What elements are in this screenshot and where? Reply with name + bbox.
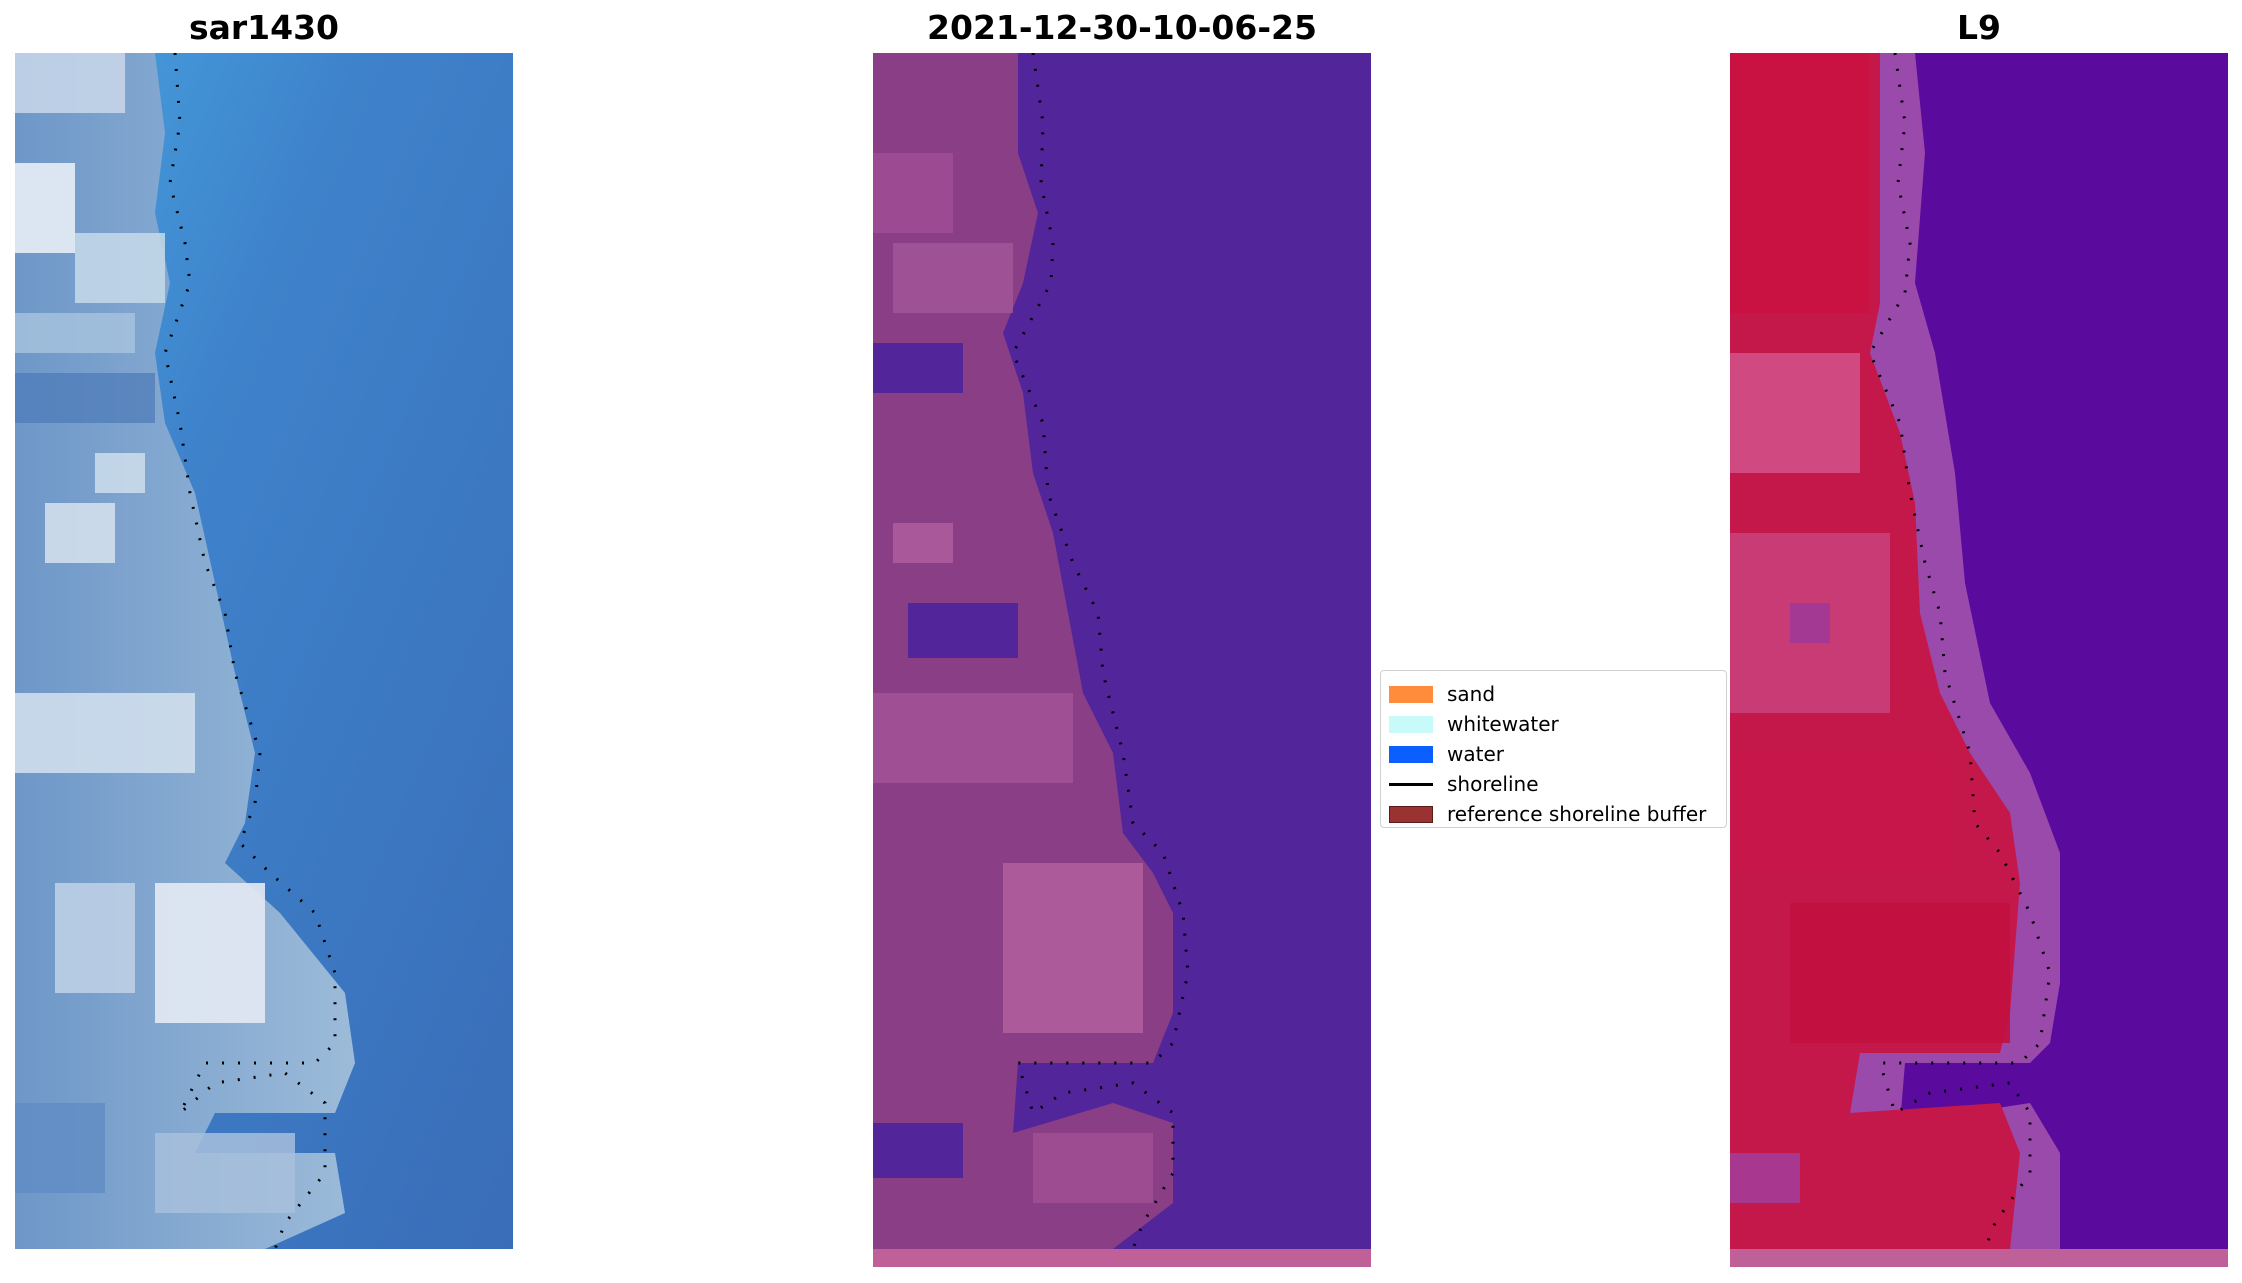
legend-item-sand: sand	[1389, 681, 1495, 707]
classified-image-panel	[873, 53, 1371, 1267]
reference-buffer-swatch	[1389, 805, 1433, 823]
false-color-satellite-image	[1730, 53, 2228, 1267]
legend: sand whitewater water shoreline referenc…	[1380, 670, 1727, 828]
legend-label-whitewater: whitewater	[1447, 712, 1559, 736]
legend-item-water: water	[1389, 741, 1504, 767]
bottom-strip	[1730, 1249, 2228, 1267]
land-texture	[1730, 53, 2010, 1233]
panel-title-classified: 2021-12-30-10-06-25	[927, 8, 1317, 47]
legend-item-reference-buffer: reference shoreline buffer	[1389, 801, 1706, 827]
sand-swatch	[1389, 685, 1433, 703]
falsecolor-image-panel	[1730, 53, 2228, 1267]
legend-label-reference-buffer: reference shoreline buffer	[1447, 802, 1707, 826]
rgb-satellite-image	[15, 53, 513, 1249]
panel-title-falsecolor: L9	[1957, 8, 2001, 47]
water-swatch	[1389, 745, 1433, 763]
inland-water	[908, 603, 1018, 658]
shoreline-line-sample	[1389, 782, 1433, 786]
legend-label-water: water	[1447, 742, 1504, 766]
legend-item-whitewater: whitewater	[1389, 711, 1559, 737]
legend-label-sand: sand	[1447, 682, 1496, 706]
inland-water	[873, 1123, 963, 1178]
rgb-image-panel	[15, 53, 513, 1249]
legend-item-shoreline: shoreline	[1389, 771, 1539, 797]
panel-title-rgb: sar1430	[188, 8, 340, 47]
bottom-strip	[873, 1249, 1371, 1267]
legend-label-shoreline: shoreline	[1447, 772, 1539, 796]
land-texture	[873, 153, 1153, 1203]
inland-water	[873, 343, 963, 393]
whitewater-swatch	[1389, 715, 1433, 733]
shoreline-dots	[1868, 53, 2052, 1250]
land-bright-patches	[15, 53, 295, 1213]
classified-satellite-image	[873, 53, 1371, 1267]
shoreline-dots	[163, 53, 337, 1249]
